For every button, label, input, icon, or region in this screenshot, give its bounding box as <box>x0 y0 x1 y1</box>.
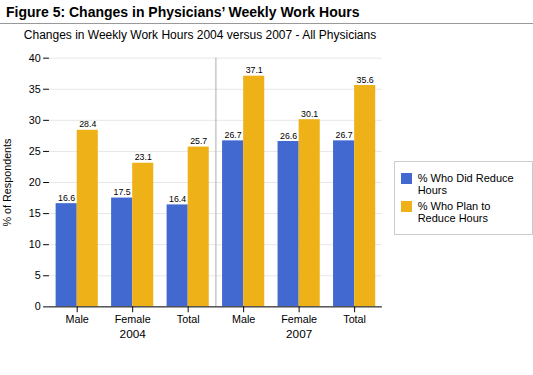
html-text:Figure 5: Changes in Physician: Figure 5: Changes in Physicians’ Weekly … <box>6 4 360 20</box>
svg-text:Male: Male <box>66 313 89 325</box>
html-text:Changes in Weekly Work Hours 2: Changes in Weekly Work Hours 2004 versus… <box>23 28 377 42</box>
svg-text:10: 10 <box>29 238 41 250</box>
html-text:% Who Did Reduce Hours: % Who Did Reduce Hours <box>417 171 514 196</box>
svg-text:Female: Female <box>281 313 317 325</box>
svg-text:28.4: 28.4 <box>79 119 96 129</box>
svg-text:30.1: 30.1 <box>301 109 318 119</box>
svg-text:35: 35 <box>29 83 41 95</box>
svg-text:16.6: 16.6 <box>58 193 75 203</box>
svg-text:2007: 2007 <box>286 327 312 340</box>
svg-text:26.7: 26.7 <box>225 130 242 140</box>
svg-text:35.6: 35.6 <box>357 75 374 85</box>
svg-text:40: 40 <box>29 52 41 64</box>
svg-text:26.6: 26.6 <box>280 131 297 141</box>
svg-text:Male: Male <box>232 313 255 325</box>
svg-text:2004: 2004 <box>120 327 147 340</box>
svg-text:5: 5 <box>35 269 41 281</box>
svg-text:25.7: 25.7 <box>190 136 207 146</box>
svg-text:30: 30 <box>29 114 41 126</box>
html-text:% Who Plan to Reduce Hours: % Who Plan to Reduce Hours <box>417 199 491 224</box>
svg-text:16.4: 16.4 <box>169 194 186 204</box>
svg-text:Total: Total <box>343 313 366 325</box>
svg-text:Total: Total <box>177 313 200 325</box>
svg-text:Female: Female <box>115 313 151 325</box>
svg-text:% of Respondents: % of Respondents <box>1 139 13 227</box>
svg-text:17.5: 17.5 <box>114 187 131 197</box>
svg-text:23.1: 23.1 <box>135 152 152 162</box>
svg-text:0: 0 <box>35 300 41 312</box>
svg-text:15: 15 <box>29 207 41 219</box>
svg-text:37.1: 37.1 <box>246 65 263 75</box>
svg-text:25: 25 <box>29 145 41 157</box>
svg-text:20: 20 <box>29 176 41 188</box>
svg-text:26.7: 26.7 <box>336 130 353 140</box>
